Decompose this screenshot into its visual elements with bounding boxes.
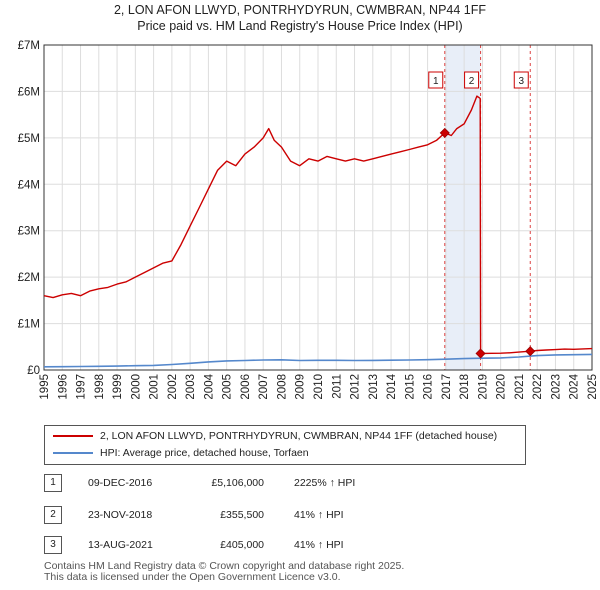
- x-tick-label: 2009: [295, 374, 307, 400]
- shade-layer: [444, 45, 481, 370]
- x-tick-label: 2022: [532, 374, 544, 400]
- hpi-line: [43, 353, 593, 368]
- transaction-price: £355,500: [220, 509, 264, 521]
- x-tick-label: 2003: [185, 374, 197, 400]
- x-tick-label: 2000: [130, 374, 142, 400]
- legend-label-hpi: HPI: Average price, detached house, Torf…: [100, 447, 309, 459]
- sale-label-box: [513, 71, 529, 89]
- x-tick-label: 2019: [477, 374, 489, 400]
- sale-point: [439, 127, 450, 139]
- x-tick-label: 2012: [350, 374, 362, 400]
- y-tick-label: £4M: [18, 179, 40, 191]
- x-tick-label: 1997: [76, 374, 88, 400]
- y-tick-label: £0: [27, 365, 40, 377]
- footer-license: This data is licensed under the Open Gov…: [44, 571, 341, 583]
- x-tick-label: 2015: [404, 374, 416, 400]
- x-tick-label: 2016: [423, 374, 435, 400]
- transaction-hpi-change: 41% ↑ HPI: [294, 539, 344, 551]
- y-tick-label: £6M: [18, 86, 40, 98]
- grid-layer: [43, 44, 593, 371]
- x-tick-label: 2011: [331, 374, 343, 399]
- transaction-date: 23-NOV-2018: [88, 509, 153, 521]
- x-tick-label: 1995: [39, 374, 51, 400]
- sale-label-number: 3: [518, 76, 524, 87]
- x-tick-label: 2023: [550, 374, 562, 400]
- x-tick-label: 2018: [459, 374, 471, 400]
- shaded-range: [444, 45, 481, 370]
- transaction-price: £5,106,000: [211, 477, 264, 489]
- y-tick-label: £7M: [18, 40, 40, 52]
- transaction-number: 1: [44, 474, 62, 492]
- y-tick-label: £5M: [18, 133, 40, 145]
- property-price-line: [43, 95, 593, 355]
- transaction-row: 2 23-NOV-2018 £355,500 41% ↑ HPI: [44, 506, 584, 524]
- x-tick-label: 2005: [222, 374, 234, 400]
- x-tick-label: 2001: [149, 374, 161, 400]
- x-tick-label: 1996: [57, 374, 69, 400]
- x-tick-label: 2006: [240, 374, 252, 400]
- footer-copyright: Contains HM Land Registry data © Crown c…: [44, 560, 405, 572]
- sale-label-box: [428, 71, 444, 89]
- x-tick-label: 2007: [258, 374, 270, 400]
- x-tick-label: 2004: [203, 373, 215, 399]
- x-axis-labels: 1995 1996 1997 1998 1999 2000 2001 2002 2003 2004…: [39, 373, 599, 399]
- transaction-date: 13-AUG-2021: [88, 539, 153, 551]
- x-tick-label: 2013: [368, 374, 380, 400]
- sale-label-number: 2: [469, 76, 475, 87]
- transaction-row: 3 13-AUG-2021 £405,000 41% ↑ HPI: [44, 536, 584, 554]
- legend-line-property: [53, 435, 93, 437]
- y-tick-label: £2M: [18, 272, 40, 284]
- chart-title-line2: Price paid vs. HM Land Registry's House …: [137, 19, 463, 33]
- x-tick-label: 2021: [514, 374, 526, 400]
- y-axis-labels: £0 £1M £2M £3M £4M £5M £6M £7M: [18, 40, 40, 377]
- sale-point: [525, 346, 536, 357]
- x-tick-label: 1999: [112, 374, 124, 400]
- transaction-hpi-change: 41% ↑ HPI: [294, 509, 344, 521]
- legend: 2, LON AFON LLWYD, PONTRHYDYRUN, CWMBRAN…: [44, 425, 526, 465]
- transaction-row: 1 09-DEC-2016 £5,106,000 2225% ↑ HPI: [44, 474, 584, 492]
- x-tick-label: 1998: [94, 374, 106, 400]
- x-tick-label: 2014: [386, 373, 398, 399]
- y-tick-label: £1M: [18, 319, 40, 331]
- x-tick-label: 2010: [313, 374, 325, 400]
- y-tick-label: £3M: [18, 226, 40, 238]
- transaction-price: £405,000: [220, 539, 264, 551]
- x-tick-label: 2025: [587, 374, 599, 400]
- price-chart: £0 £1M £2M £3M £4M £5M £6M £7M 1995 1996 1997 1998…: [18, 40, 599, 400]
- sale-label-number: 1: [433, 76, 439, 87]
- x-tick-label: 2024: [569, 373, 581, 399]
- transaction-number: 3: [44, 536, 62, 554]
- transaction-hpi-change: 2225% ↑ HPI: [294, 477, 356, 489]
- sale-point: [475, 348, 486, 359]
- transaction-number: 2: [44, 506, 62, 524]
- plot-frame: [43, 44, 593, 371]
- legend-line-hpi: [53, 452, 93, 454]
- transaction-date: 09-DEC-2016: [88, 477, 153, 489]
- x-tick-label: 2020: [496, 374, 508, 400]
- legend-label-property: 2, LON AFON LLWYD, PONTRHYDYRUN, CWMBRAN…: [100, 430, 498, 442]
- marker-layer: 1 2 3: [428, 71, 536, 359]
- x-tick-label: 2017: [441, 374, 453, 400]
- x-tick-label: 2002: [167, 374, 179, 400]
- sale-label-box: [464, 71, 480, 89]
- series-layer: [43, 95, 593, 368]
- x-tick-label: 2008: [276, 374, 288, 400]
- chart-title-line1: 2, LON AFON LLWYD, PONTRHYDYRUN, CWMBRAN…: [113, 3, 487, 17]
